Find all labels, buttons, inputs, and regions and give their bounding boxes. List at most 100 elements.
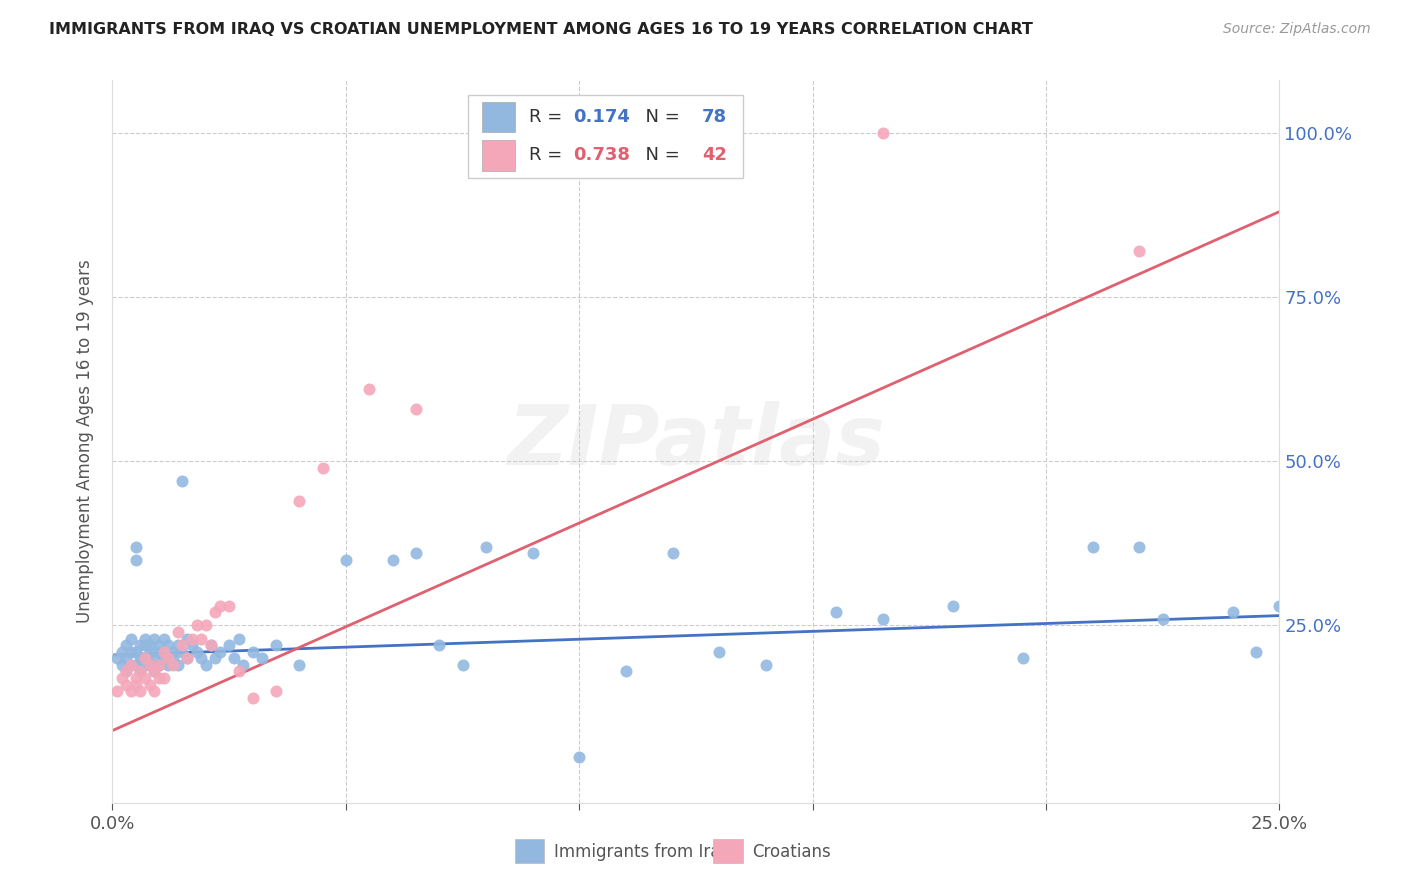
Point	[143, 665, 166, 679]
Point	[176, 632, 198, 646]
Point	[139, 645, 162, 659]
Point	[139, 638, 162, 652]
Point	[208, 645, 231, 659]
Text: ZIPatlas: ZIPatlas	[508, 401, 884, 482]
Point	[218, 638, 240, 652]
Point	[111, 671, 134, 685]
Point	[568, 749, 591, 764]
Point	[153, 671, 176, 685]
Point	[125, 657, 148, 672]
Point	[942, 599, 965, 613]
Point	[139, 677, 162, 691]
Point	[872, 126, 894, 140]
Point	[200, 638, 222, 652]
Point	[186, 618, 208, 632]
Point	[134, 651, 156, 665]
Point	[232, 657, 254, 672]
Point	[1222, 605, 1244, 619]
Point	[208, 599, 231, 613]
Text: 0.174: 0.174	[574, 108, 630, 126]
Point	[1081, 540, 1104, 554]
Point	[115, 651, 138, 665]
Point	[129, 651, 152, 665]
Point	[288, 657, 311, 672]
Point	[176, 651, 198, 665]
Point	[129, 638, 152, 652]
Point	[166, 657, 188, 672]
Point	[143, 665, 166, 679]
Point	[125, 553, 148, 567]
Point	[125, 645, 148, 659]
Point	[139, 657, 162, 672]
Point	[129, 684, 152, 698]
Point	[709, 645, 731, 659]
Point	[451, 657, 474, 672]
Point	[134, 671, 156, 685]
Point	[120, 657, 142, 672]
Text: Source: ZipAtlas.com: Source: ZipAtlas.com	[1223, 22, 1371, 37]
Point	[190, 651, 212, 665]
Point	[157, 657, 180, 672]
Point	[143, 651, 166, 665]
Point	[180, 638, 202, 652]
Point	[204, 651, 226, 665]
Point	[115, 665, 138, 679]
Point	[153, 645, 176, 659]
Point	[194, 618, 217, 632]
Point	[143, 684, 166, 698]
Point	[405, 546, 427, 560]
Point	[1244, 645, 1267, 659]
Point	[143, 632, 166, 646]
Point	[153, 632, 176, 646]
Point	[120, 684, 142, 698]
Text: 78: 78	[702, 108, 727, 126]
Point	[125, 677, 148, 691]
Point	[166, 638, 188, 652]
Point	[105, 684, 128, 698]
FancyBboxPatch shape	[713, 838, 742, 863]
Point	[111, 645, 134, 659]
Point	[180, 632, 202, 646]
Point	[242, 690, 264, 705]
Point	[172, 638, 194, 652]
Point	[115, 665, 138, 679]
Point	[264, 684, 287, 698]
Text: 0.738: 0.738	[574, 146, 630, 164]
Point	[162, 645, 184, 659]
Point	[1128, 244, 1150, 258]
Point	[1268, 599, 1291, 613]
Point	[115, 677, 138, 691]
Point	[134, 632, 156, 646]
Text: Immigrants from Iraq: Immigrants from Iraq	[554, 843, 731, 861]
Point	[222, 651, 245, 665]
Point	[335, 553, 357, 567]
FancyBboxPatch shape	[515, 838, 544, 863]
Point	[125, 671, 148, 685]
Point	[157, 651, 180, 665]
Point	[148, 638, 170, 652]
Point	[120, 657, 142, 672]
Point	[129, 665, 152, 679]
Point	[614, 665, 637, 679]
Point	[134, 651, 156, 665]
Y-axis label: Unemployment Among Ages 16 to 19 years: Unemployment Among Ages 16 to 19 years	[76, 260, 94, 624]
Point	[427, 638, 450, 652]
Point	[115, 638, 138, 652]
Point	[250, 651, 273, 665]
Point	[661, 546, 683, 560]
Point	[288, 493, 311, 508]
Point	[148, 657, 170, 672]
Point	[242, 645, 264, 659]
Point	[125, 540, 148, 554]
Point	[162, 657, 184, 672]
Point	[755, 657, 778, 672]
Text: Croatians: Croatians	[752, 843, 831, 861]
Text: N =: N =	[634, 108, 686, 126]
Point	[1152, 612, 1174, 626]
Point	[359, 382, 381, 396]
Point	[139, 657, 162, 672]
Point	[475, 540, 498, 554]
Point	[381, 553, 404, 567]
Point	[522, 546, 544, 560]
FancyBboxPatch shape	[482, 140, 515, 170]
